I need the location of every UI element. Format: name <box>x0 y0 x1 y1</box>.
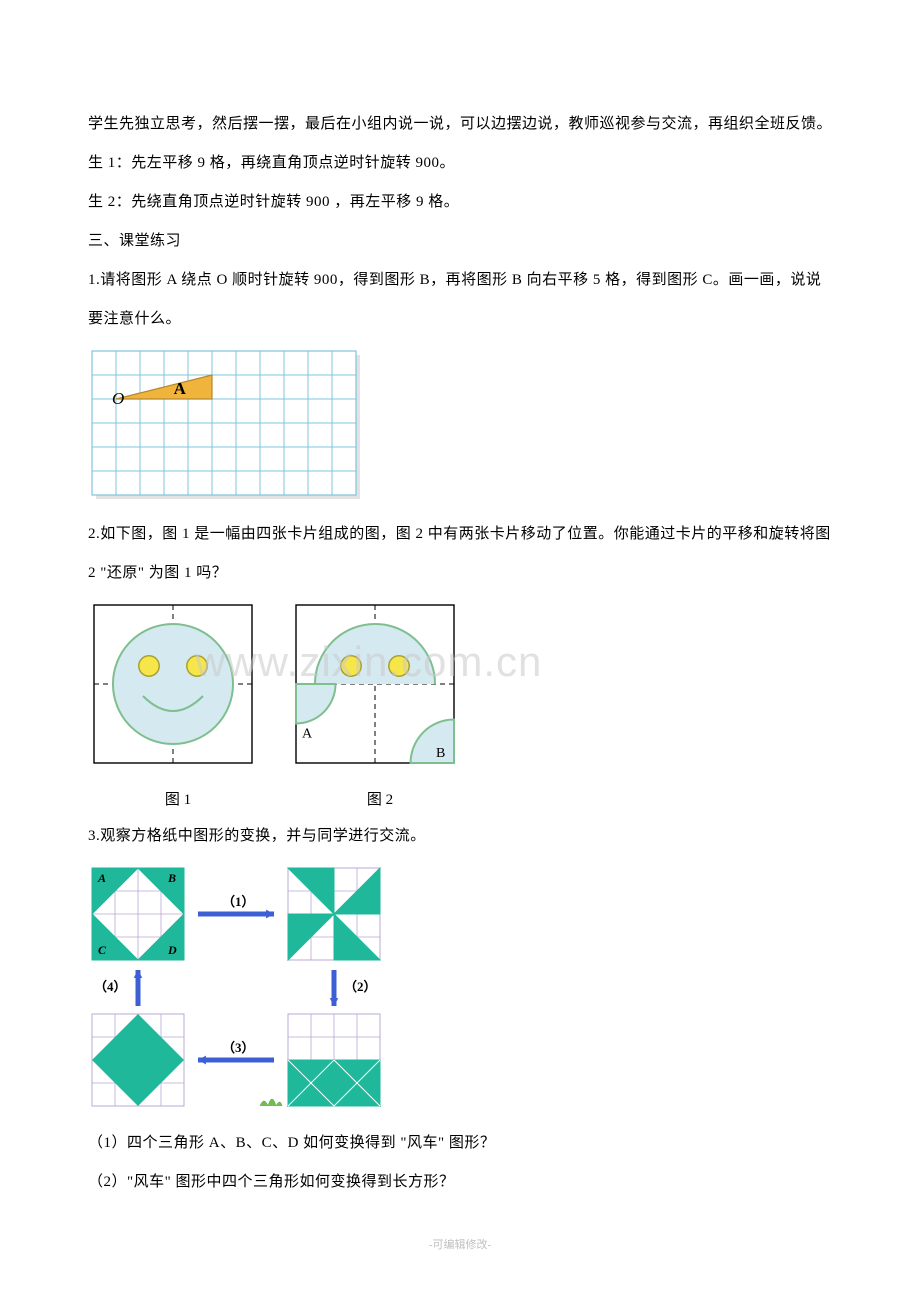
paragraph: （2）"风车" 图形中四个三角形如何变换得到长方形？ <box>88 1163 832 1202</box>
paragraph: （1）四个三角形 A、B、C、D 如何变换得到 "风车" 图形？ <box>88 1124 832 1163</box>
paragraph: 学生先独立思考，然后摆一摆，最后在小组内说一说，可以边摆边说，教师巡视参与交流，… <box>88 105 832 144</box>
paragraph: 2.如下图，图 1 是一幅由四张卡片组成的图，图 2 中有两张卡片移动了位置。你… <box>88 515 832 593</box>
paragraph: 3.观察方格纸中图形的变换，并与同学进行交流。 <box>88 817 832 856</box>
figure-1-grid-triangle: OA <box>88 347 832 505</box>
svg-text:（2）: （2） <box>344 979 377 994</box>
svg-text:（3）: （3） <box>222 1040 255 1055</box>
caption-fig2: 图 2 <box>290 788 470 809</box>
figure-2-cards: 图 1 A B 图 2 <box>88 599 832 809</box>
footer-text: -可编辑修改- <box>88 1236 832 1252</box>
figure-3-transform: A B C D （1） （2） （3） （4） <box>88 864 832 1114</box>
svg-text:（4）: （4） <box>94 979 127 994</box>
paragraph: 三、课堂练习 <box>88 222 832 261</box>
svg-text:O: O <box>112 389 124 408</box>
svg-text:D: D <box>167 943 177 957</box>
svg-text:A: A <box>174 379 187 398</box>
svg-text:A: A <box>302 727 313 742</box>
svg-text:B: B <box>436 746 445 761</box>
paragraph: 生 1：先左平移 9 格，再绕直角顶点逆时针旋转 900。 <box>88 144 832 183</box>
svg-text:A: A <box>97 871 106 885</box>
svg-text:B: B <box>167 871 176 885</box>
svg-text:C: C <box>98 943 107 957</box>
paragraph: 生 2：先绕直角顶点逆时针旋转 900 ，再左平移 9 格。 <box>88 183 832 222</box>
paragraph: 1.请将图形 A 绕点 O 顺时针旋转 900，得到图形 B，再将图形 B 向右… <box>88 261 832 339</box>
svg-text:（1）: （1） <box>222 894 255 909</box>
caption-fig1: 图 1 <box>88 788 268 809</box>
